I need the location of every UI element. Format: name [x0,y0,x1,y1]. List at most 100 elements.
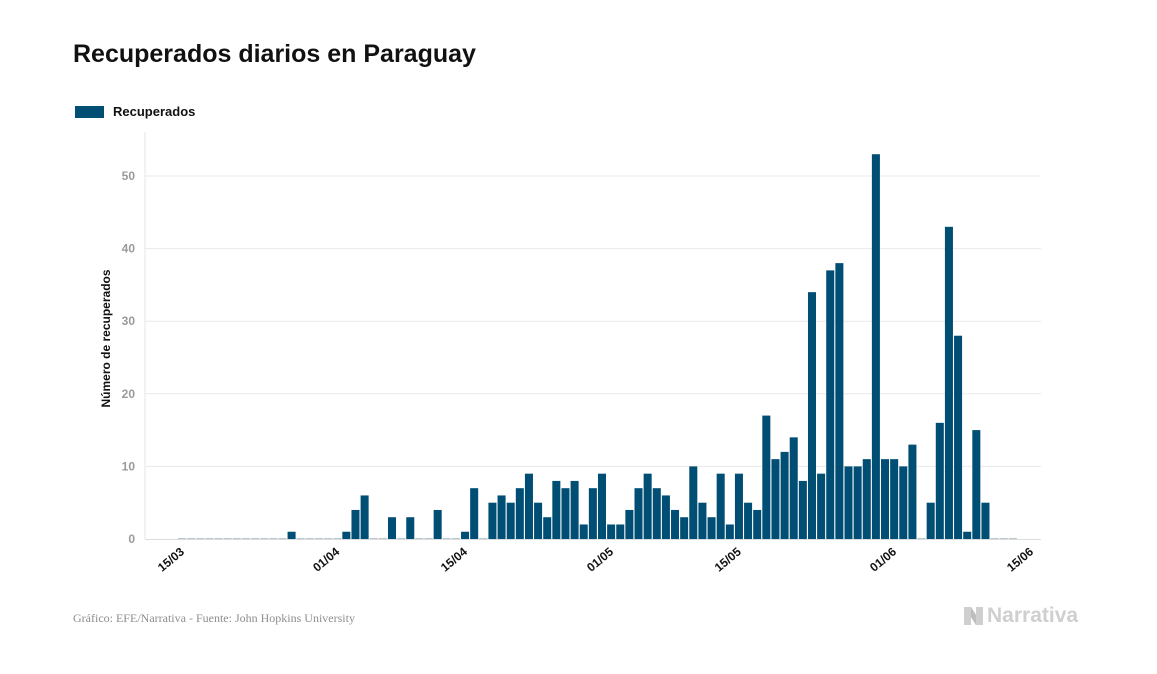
bar [488,502,497,539]
bar-zero [369,538,378,539]
y-tick-label: 30 [122,314,136,328]
bar-zero [990,538,999,539]
y-tick-label: 0 [128,532,135,546]
bar-zero [1008,538,1017,539]
x-tick-label: 01/04 [310,544,342,574]
bar [926,502,935,539]
brand-logo: Narrativa [963,604,1078,628]
bar-zero [314,538,323,539]
bar [798,480,807,539]
bar-zero [296,538,305,539]
bar [506,502,515,539]
bar-zero [241,538,250,539]
bar [762,415,771,539]
bar [954,335,963,539]
bar [652,488,661,539]
y-tick-label: 20 [122,387,136,401]
bar [561,488,570,539]
bar-zero [232,538,241,539]
bar [597,473,607,539]
bar [524,473,533,539]
bar [725,524,734,539]
bar [899,466,908,539]
bar [342,531,351,539]
bar [734,473,743,539]
bar [570,480,579,539]
bar [406,517,415,539]
bar [789,437,798,539]
bar [935,422,944,539]
x-tick-label: 15/04 [438,544,470,574]
bar-zero [205,538,214,539]
bar [698,502,707,539]
brand-label: Narrativa [987,604,1079,627]
bar [826,270,835,539]
bar [871,154,880,539]
x-tick-label: 15/06 [1004,544,1036,574]
bar [707,517,716,539]
bar [360,495,369,539]
bar [634,488,643,539]
y-tick-label: 10 [122,459,136,473]
x-tick-label: 15/03 [155,544,187,574]
x-tick-label: 01/05 [584,544,616,574]
source-credit: Gráfico: EFE/Narrativa - Fuente: John Ho… [73,611,355,625]
bar-zero [415,538,424,539]
bar-zero [333,538,342,539]
bar [671,509,680,539]
bar [817,473,826,539]
bar [807,292,816,539]
bar [351,509,360,539]
bar [433,509,442,539]
bar-zero [178,538,187,539]
x-tick-label: 15/05 [712,544,744,574]
bar-zero [305,538,314,539]
bar [625,509,634,539]
bar [981,502,990,539]
bar-zero [397,538,406,539]
bar [881,459,890,539]
bar-zero [424,538,433,539]
x-tick-label: 01/06 [867,544,899,574]
bar [689,466,698,539]
bar [497,495,506,539]
legend-swatch [75,105,104,118]
bar [643,473,652,539]
bar [835,263,844,539]
bar [771,459,780,539]
bar-zero [260,538,269,539]
bar-zero [196,538,205,539]
chart-title: Recuperados diarios en Paraguay [73,40,476,68]
bar [543,517,552,539]
bar-zero [479,538,488,539]
bar [908,444,917,539]
bar [470,488,479,539]
bar-zero [269,538,278,539]
y-tick-label: 40 [122,242,136,256]
bar [844,466,853,539]
bar [853,466,862,539]
bar [972,430,981,539]
bar-zero [251,538,260,539]
bar [890,459,899,539]
bar [534,502,543,539]
bar [862,459,871,539]
bar-zero [324,538,333,539]
bar-zero [214,538,223,539]
bar-zero [187,538,196,539]
bar [607,524,616,539]
bar [579,524,588,539]
legend-label: Recuperados [113,104,196,119]
bar [287,531,296,539]
bar-zero [223,538,232,539]
y-axis-title: Número de recuperados [99,269,113,407]
bar-zero [451,538,460,539]
bar-zero [378,538,387,539]
bar [716,473,725,539]
bar [616,524,625,539]
bar [680,517,689,539]
bar [552,480,561,539]
bar [963,531,972,539]
bar [780,451,789,539]
